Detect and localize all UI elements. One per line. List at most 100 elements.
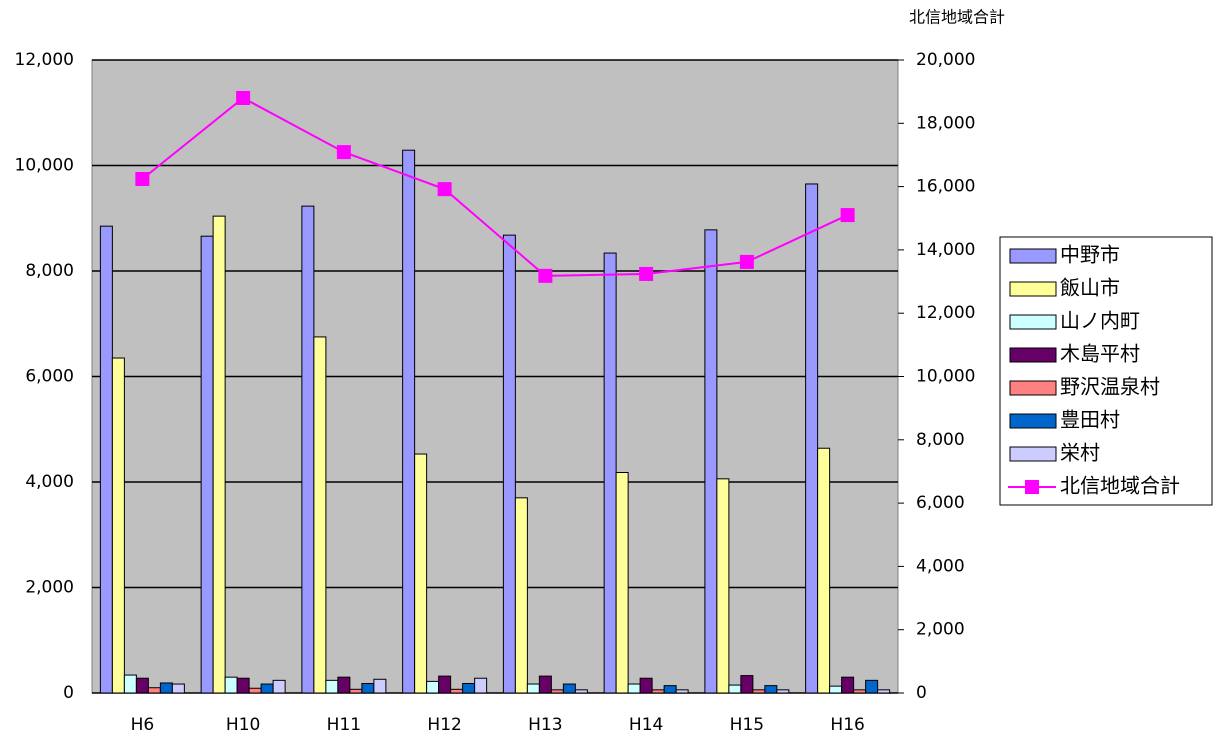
bar: [361, 683, 375, 694]
legend-swatch: [1009, 281, 1057, 297]
bar: [675, 689, 689, 694]
bar: [111, 357, 125, 694]
bar: [373, 678, 387, 694]
bar: [349, 688, 363, 694]
bar: [853, 689, 867, 694]
bar: [337, 676, 351, 694]
bar: [526, 683, 540, 694]
bar: [562, 683, 576, 694]
x-tick-label: H10: [226, 715, 260, 735]
bar: [272, 679, 286, 694]
bar: [301, 205, 315, 694]
bar: [615, 472, 629, 694]
bar: [716, 478, 730, 694]
bar: [426, 680, 440, 694]
bar: [147, 687, 161, 694]
bar: [776, 689, 790, 694]
legend-swatch: [1009, 347, 1057, 363]
y2-tick-label: 6,000: [916, 493, 965, 513]
bar: [514, 497, 528, 694]
x-tick-label: H16: [830, 715, 864, 735]
line-marker: [840, 208, 855, 223]
bar: [248, 687, 262, 694]
legend-swatch: [1009, 380, 1057, 396]
x-tick-label: H15: [730, 715, 764, 735]
y2-tick-label: 16,000: [916, 177, 975, 197]
bar: [313, 336, 327, 694]
bar: [805, 183, 819, 694]
bar: [728, 684, 742, 694]
y2-axis-title: 北信地域合計: [909, 8, 1005, 27]
bar: [200, 235, 214, 694]
legend-label: 中野市: [1060, 243, 1120, 267]
y2-tick-label: 2,000: [916, 620, 965, 640]
y2-tick-label: 10,000: [916, 367, 975, 387]
bar: [474, 677, 488, 694]
x-tick-label: H11: [327, 715, 361, 735]
legend-label: 北信地域合計: [1060, 474, 1180, 498]
y-tick-label: 2,000: [25, 578, 74, 598]
legend-label: 飯山市: [1060, 276, 1120, 300]
bar: [236, 677, 250, 694]
y2-tick-label: 20,000: [916, 50, 975, 70]
x-tick-label: H12: [427, 715, 461, 735]
y2-tick-label: 0: [916, 683, 927, 703]
bar: [550, 689, 564, 694]
bar: [740, 675, 754, 694]
legend-label: 木島平村: [1060, 342, 1140, 366]
bar: [663, 685, 677, 694]
legend-marker: [1025, 480, 1039, 494]
bar: [123, 674, 137, 694]
y2-tick-label: 12,000: [916, 303, 975, 323]
bar: [639, 677, 653, 694]
y-tick-label: 4,000: [25, 472, 74, 492]
bar: [462, 683, 476, 694]
line-marker: [639, 266, 654, 281]
legend-label: 栄村: [1060, 441, 1100, 465]
bar: [135, 677, 149, 694]
bar: [752, 689, 766, 694]
y-tick-label: 6,000: [25, 367, 74, 387]
bar: [325, 679, 339, 694]
bar: [651, 689, 665, 694]
bar: [877, 689, 891, 694]
bar: [538, 675, 552, 694]
line-marker: [437, 182, 452, 197]
legend-swatch: [1009, 446, 1057, 462]
line-marker: [336, 145, 351, 160]
bar: [627, 683, 641, 694]
y-tick-label: 12,000: [15, 50, 74, 70]
bar: [450, 688, 464, 694]
y2-tick-label: 8,000: [916, 430, 965, 450]
legend-swatch: [1009, 248, 1057, 264]
legend-label: 野沢温泉村: [1060, 375, 1160, 399]
line: [141, 96, 849, 277]
bar: [764, 685, 778, 694]
x-tick-label: H13: [528, 715, 562, 735]
legend-label: 豊田村: [1060, 408, 1120, 432]
legend-label: 山ノ内町: [1060, 309, 1140, 333]
bar: [171, 683, 185, 694]
bar: [99, 225, 113, 694]
line-marker: [135, 172, 150, 187]
bar: [414, 453, 428, 694]
y-tick-label: 0: [63, 683, 74, 703]
bar: [260, 683, 274, 694]
y2-tick-label: 18,000: [916, 113, 975, 133]
y2-tick-label: 4,000: [916, 556, 965, 576]
y-tick-label: 8,000: [25, 261, 74, 281]
bar: [574, 689, 588, 694]
line-marker: [739, 254, 754, 269]
bar: [841, 676, 855, 694]
bar: [829, 685, 843, 694]
bar: [224, 676, 238, 694]
line-marker: [236, 90, 251, 105]
bar: [212, 215, 226, 694]
line-marker: [538, 268, 553, 283]
bar: [502, 234, 516, 694]
y-tick-label: 10,000: [15, 156, 74, 176]
y2-tick-label: 14,000: [916, 240, 975, 260]
bar: [817, 447, 831, 694]
bar: [402, 149, 416, 694]
